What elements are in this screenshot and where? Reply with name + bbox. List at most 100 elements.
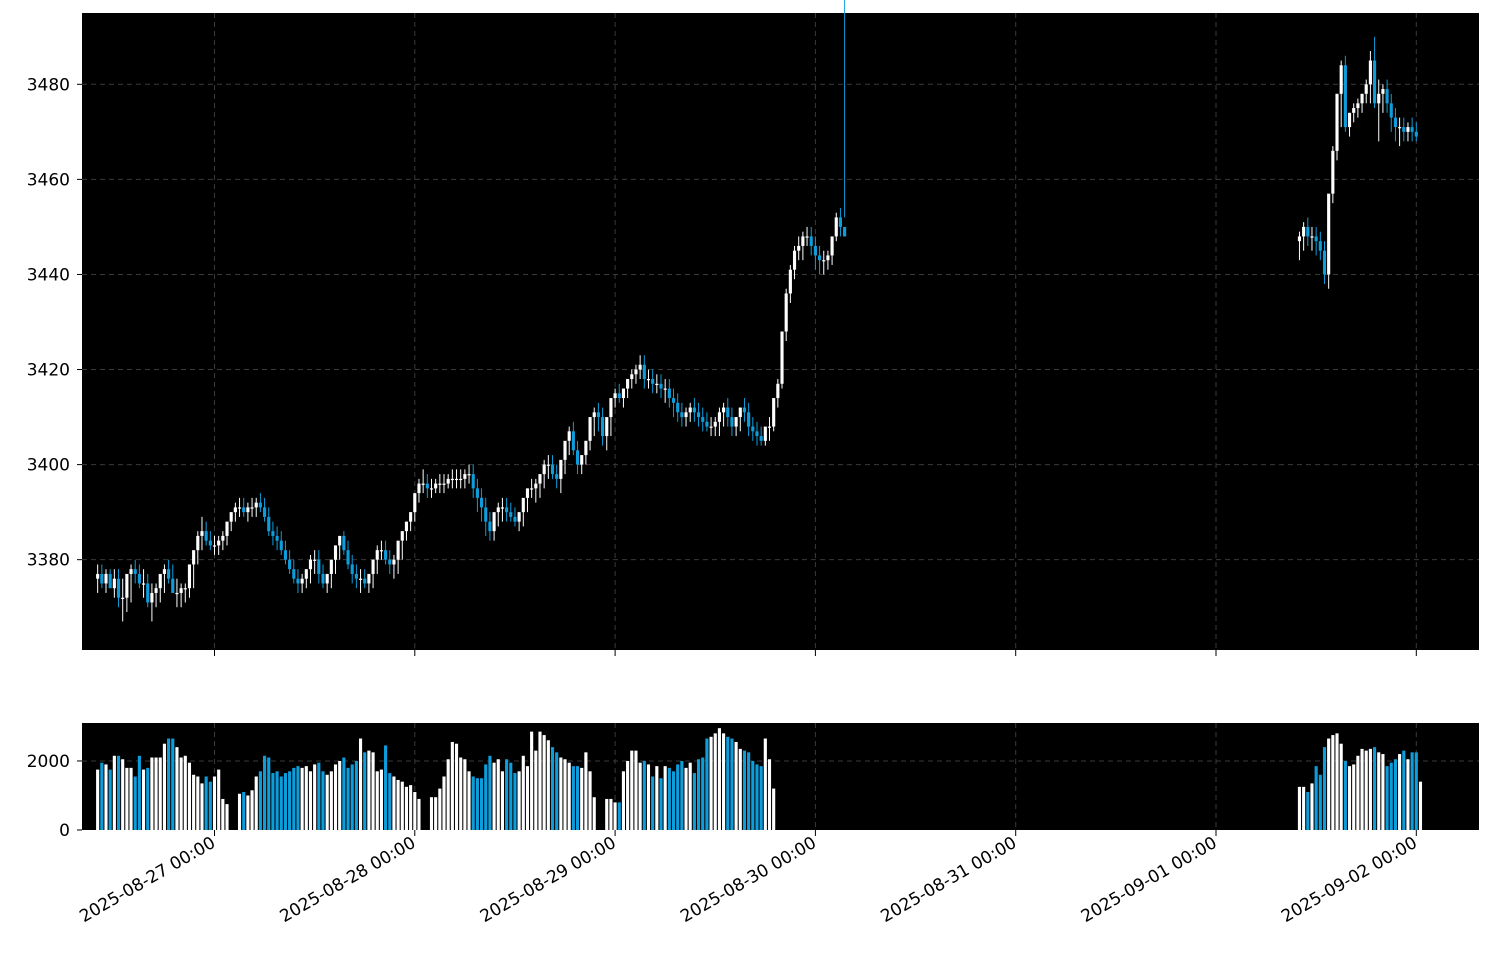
candle-body [246,507,250,513]
volume-bar [525,766,530,830]
volume-bar [621,771,626,830]
volume-bar [104,764,108,830]
volume-y-tick-label: 0 [59,821,70,841]
candle-body [809,236,813,246]
volume-bar [1414,752,1418,830]
candle-body [317,559,321,574]
volume-bar [1339,743,1343,830]
candle-body [475,488,479,498]
candle-body [596,412,600,418]
price-y-tick-label: 3440 [27,265,70,285]
candle-body [792,250,797,270]
volume-bar [183,755,187,830]
volume-bar [1314,766,1318,830]
volume-bar [1322,747,1327,830]
candle-body [187,564,192,589]
candle-body [121,597,125,599]
volume-bar [225,804,229,830]
volume-bar [438,788,442,830]
candle-body [772,398,776,427]
candle-body [125,573,129,598]
candle-body [467,474,471,476]
candle-body [308,559,313,570]
volume-bar [471,776,475,830]
price-y-tick-label: 3400 [27,456,70,476]
candle-body [250,507,254,509]
candle-body [651,379,655,384]
volume-bar [730,738,734,830]
candle-body [588,417,592,441]
x-tick-label: 2025-08-28 00:00 [277,833,420,927]
volume-bar [747,752,751,830]
candle-body [367,573,371,584]
volume-bar [563,759,567,830]
volume-bar [1410,752,1414,830]
candle-body [325,573,329,584]
volume-bar [571,766,575,830]
candle-body [221,535,225,541]
volume-bar [1364,750,1368,830]
candle-body [179,588,183,593]
price-y-tick-label: 3380 [27,551,70,571]
candle-body [1331,150,1335,194]
volume-y-tick-label: 2000 [27,752,70,772]
volume-bar [304,766,308,830]
volume-bar [626,760,630,830]
candle-body [797,245,801,251]
candle-body [663,388,667,390]
volume-bar [1318,774,1322,830]
candle-body [1327,193,1331,275]
volume-bar [734,741,738,830]
candle-body [154,588,158,593]
volume-bar [500,771,504,830]
candle-body [584,440,588,456]
candle-body [634,369,638,375]
candle-body [575,450,580,465]
volume-bar [1302,786,1306,830]
volume-bar [1385,766,1389,830]
candle-body [525,488,530,498]
price-y-tick-label: 3420 [27,361,70,381]
candle-body [621,388,626,399]
volume-bar [388,773,392,830]
candle-body [1377,93,1381,104]
volume-bar [509,762,513,830]
price-candles [96,0,1418,622]
candle-body [342,535,346,551]
candle-body [1393,117,1398,128]
candle-body [755,431,759,437]
volume-bar [550,747,555,830]
volume-bar [192,774,196,830]
candle-body [1368,60,1372,85]
volume-bar [409,785,413,830]
volume-bar [288,771,292,830]
candle-body [680,412,684,418]
volume-bar [346,767,350,830]
candle-body [592,412,596,418]
candle-body [1389,103,1393,118]
candle-body [530,488,534,490]
volume-y-axis: 0 2000 [27,752,82,841]
candle-body [659,383,663,389]
volume-bar [534,750,538,830]
volume-bar [121,759,125,830]
volume-bar [688,762,692,830]
candle-body [613,393,617,399]
volume-bar [742,750,747,830]
volume-bar [354,760,358,830]
volume-bar [417,798,421,830]
candle-body [304,569,308,579]
candle-body [734,417,738,427]
volume-bar [638,762,642,830]
candle-body [96,573,100,579]
x-tick-label: 2025-09-02 00:00 [1278,833,1421,927]
volume-bar [463,759,467,830]
candle-body [776,383,780,399]
candle-body [759,436,763,441]
volume-bar [1356,755,1360,830]
volume-bar [212,776,217,830]
candle-body [818,255,822,261]
volume-bar [246,795,250,830]
volume-bar [713,733,717,830]
candle-body [141,583,146,585]
